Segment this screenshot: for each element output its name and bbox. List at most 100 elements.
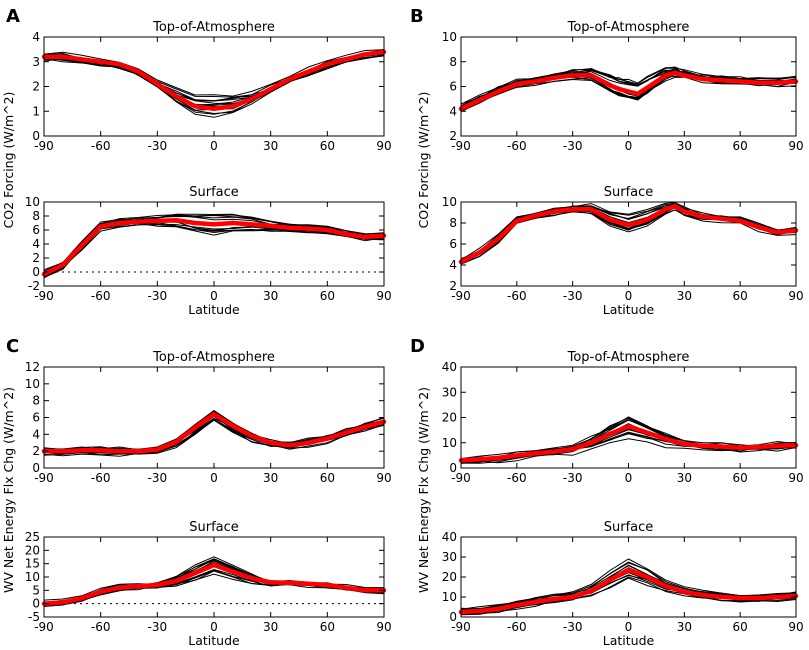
chart-b-toa: Top-of-Atmosphere -90 -60 -30 0 30 60 90 2 4 6 8 10 xyxy=(442,20,804,153)
model-line xyxy=(43,49,385,97)
model-line xyxy=(460,203,797,262)
y-tick-label: 1 xyxy=(32,104,40,118)
x-tick-label: -90 xyxy=(34,620,54,634)
y-tick-label: 0 xyxy=(449,610,457,624)
chart-c-toa: Top-of-Atmosphere -90 -60 -30 0 30 60 90 0 2 4 6 8 10… xyxy=(25,350,392,485)
ylabel-wv-left: WV Net Energy Flx Chg (W/m^2) xyxy=(1,387,16,593)
x-tick-label: 30 xyxy=(677,289,692,303)
x-tick-label: -30 xyxy=(148,139,168,153)
x-tick-label: 90 xyxy=(788,139,803,153)
x-tick-label: 0 xyxy=(210,289,218,303)
x-tick-label: -90 xyxy=(451,139,471,153)
x-tick-label: -60 xyxy=(91,471,111,485)
y-tick-label: 8 xyxy=(449,216,457,230)
mean-line xyxy=(458,424,799,463)
x-tick-label: 90 xyxy=(788,620,803,634)
chart-title: Surface xyxy=(189,520,239,535)
plot-frame xyxy=(43,536,385,618)
x-tick-label: 0 xyxy=(625,289,633,303)
y-tick-label: 6 xyxy=(32,411,40,425)
y-tick-label: 15 xyxy=(25,557,40,571)
y-tick-label: 30 xyxy=(442,385,457,399)
y-tick-label: 0 xyxy=(449,461,457,475)
x-tick-label: -90 xyxy=(451,289,471,303)
x-tick-label: -60 xyxy=(507,471,527,485)
mean-line xyxy=(41,411,387,454)
x-tick-label: 60 xyxy=(320,139,335,153)
x-tick-label: 30 xyxy=(677,139,692,153)
x-tick-label: 60 xyxy=(733,139,748,153)
x-tick-label: -30 xyxy=(563,620,583,634)
y-tick-label: 8 xyxy=(449,55,457,69)
x-tick-label: 60 xyxy=(320,471,335,485)
x-tick-label: -60 xyxy=(507,620,527,634)
y-tick-label: -2 xyxy=(28,279,40,293)
chart-title: Surface xyxy=(604,185,654,200)
y-tick-label: 0 xyxy=(32,129,40,143)
panel-letter-c: C xyxy=(6,336,19,357)
panel-letter-d: D xyxy=(410,336,425,357)
panels: Top-of-Atmosphere-90 -60 -30 0 30 60 9001234Su… xyxy=(25,20,804,648)
ylabel-wv-right: WV Net Energy Flx Chg (W/m^2) xyxy=(416,387,431,593)
x-tick-label: -60 xyxy=(91,620,111,634)
model-line xyxy=(43,224,385,279)
y-tick-label: 8 xyxy=(32,394,40,408)
x-tick-label: 0 xyxy=(625,620,633,634)
x-tick-label: -30 xyxy=(148,471,168,485)
y-tick-label: 30 xyxy=(442,550,457,564)
mean-line xyxy=(458,567,799,615)
ylabel-co2-right: CO2 Forcing (W/m^2) xyxy=(416,92,431,229)
y-tick-label: 2 xyxy=(449,129,457,143)
panel-letter-b: B xyxy=(410,6,424,27)
model-line xyxy=(460,67,797,108)
x-tick-label: 90 xyxy=(376,139,391,153)
y-tick-label: 40 xyxy=(442,530,457,544)
y-tick-label: 5 xyxy=(32,583,40,597)
chart-b-surface: Surface -90 -60 -30 0 30 60 90 2 4 6 8 10 Latitude xyxy=(442,185,804,317)
y-tick-label: 8 xyxy=(32,209,40,223)
y-tick-label: 4 xyxy=(32,237,40,251)
x-tick-label: 30 xyxy=(263,620,278,634)
x-tick-label: 90 xyxy=(788,289,803,303)
y-tick-label: -5 xyxy=(28,610,40,624)
chart-d-toa: Top-of-Atmosphere -90 -60 -30 0 30 60 90 0 10 20 30… xyxy=(442,350,804,485)
y-tick-label: 4 xyxy=(32,427,40,441)
model-line xyxy=(43,218,385,273)
model-line xyxy=(43,415,385,452)
model-line xyxy=(43,573,385,605)
y-tick-label: 12 xyxy=(25,360,40,374)
y-tick-label: 10 xyxy=(25,195,40,209)
x-tick-label: 30 xyxy=(263,139,278,153)
x-tick-label: 90 xyxy=(788,471,803,485)
x-tick-label: -90 xyxy=(34,471,54,485)
y-tick-label: 6 xyxy=(449,80,457,94)
x-tick-label: 60 xyxy=(733,289,748,303)
panel-letter-a: A xyxy=(6,6,20,27)
y-tick-label: 40 xyxy=(442,360,457,374)
model-line xyxy=(460,207,797,265)
chart-title: Surface xyxy=(604,520,654,535)
x-tick-label: 0 xyxy=(210,620,218,634)
y-tick-label: 2 xyxy=(32,251,40,265)
chart-title: Top-of-Atmosphere xyxy=(567,350,690,365)
x-tick-label: -30 xyxy=(563,471,583,485)
chart-title: Surface xyxy=(189,185,239,200)
x-tick-label: 60 xyxy=(320,620,335,634)
model-line xyxy=(460,202,797,261)
y-tick-label: 20 xyxy=(25,543,40,557)
chart-title: Top-of-Atmosphere xyxy=(152,350,275,365)
model-line xyxy=(460,574,797,610)
y-tick-label: 10 xyxy=(442,436,457,450)
model-line xyxy=(460,203,797,264)
x-tick-label: -90 xyxy=(451,471,471,485)
chart-a-toa: Top-of-Atmosphere -90 -60 -30 0 30 60 90 0 1 2 3 4 xyxy=(32,20,391,153)
x-axis-label: Latitude xyxy=(603,633,655,648)
chart-d-surface: Surface -90 -60 -30 0 30 60 90 0 10 20 30 40 Latitude xyxy=(442,520,804,648)
mean-line xyxy=(458,70,799,112)
y-tick-label: 2 xyxy=(449,279,457,293)
y-tick-label: 6 xyxy=(449,237,457,251)
x-tick-label: 60 xyxy=(733,620,748,634)
chart-title: Top-of-Atmosphere xyxy=(567,20,690,35)
